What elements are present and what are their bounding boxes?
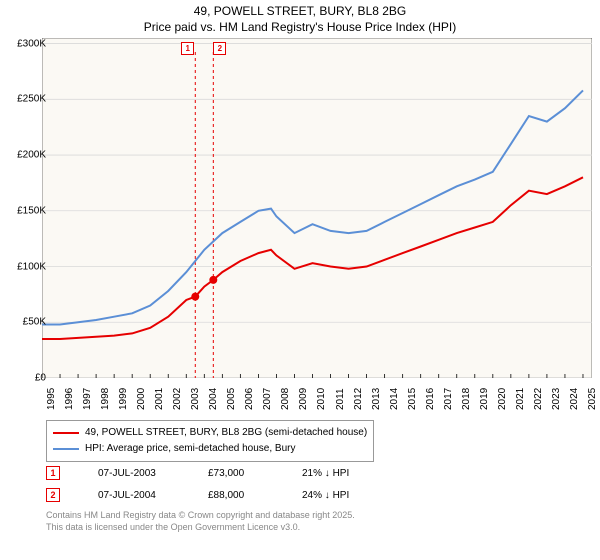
legend-label: 49, POWELL STREET, BURY, BL8 2BG (semi-d… [85, 425, 367, 441]
x-tick-label: 2022 [533, 388, 544, 410]
legend-swatch [53, 448, 79, 450]
plot-svg [42, 38, 592, 378]
annotation-marker: 2 [46, 488, 60, 502]
sale-marker-2: 2 [213, 42, 226, 55]
x-tick-label: 2009 [298, 388, 309, 410]
plot-area [42, 38, 592, 378]
x-tick-label: 2007 [262, 388, 273, 410]
x-tick-label: 2015 [407, 388, 418, 410]
y-tick-label: £250K [17, 94, 46, 105]
legend-swatch [53, 432, 79, 434]
legend-row: HPI: Average price, semi-detached house,… [53, 441, 367, 457]
footer-line1: Contains HM Land Registry data © Crown c… [46, 510, 355, 522]
legend-label: HPI: Average price, semi-detached house,… [85, 441, 295, 457]
annotation-date: 07-JUL-2003 [98, 468, 170, 479]
annotation-row: 1 07-JUL-2003 £73,000 21% ↓ HPI [46, 462, 382, 484]
annotation-delta: 24% ↓ HPI [302, 490, 382, 501]
x-tick-label: 2024 [569, 388, 580, 410]
legend-row: 49, POWELL STREET, BURY, BL8 2BG (semi-d… [53, 425, 367, 441]
annotation-delta: 21% ↓ HPI [302, 468, 382, 479]
y-tick-label: £50K [23, 317, 46, 328]
x-tick-label: 2005 [226, 388, 237, 410]
x-tick-label: 2012 [353, 388, 364, 410]
chart-title: 49, POWELL STREET, BURY, BL8 2BG Price p… [0, 0, 600, 35]
annotation-date: 07-JUL-2004 [98, 490, 170, 501]
x-tick-label: 2010 [316, 388, 327, 410]
y-tick-label: £100K [17, 261, 46, 272]
x-tick-label: 2000 [136, 388, 147, 410]
x-tick-label: 1995 [46, 388, 57, 410]
x-tick-label: 2019 [479, 388, 490, 410]
legend: 49, POWELL STREET, BURY, BL8 2BG (semi-d… [46, 420, 374, 462]
footer-line2: This data is licensed under the Open Gov… [46, 522, 355, 534]
x-tick-label: 2002 [172, 388, 183, 410]
title-line2: Price paid vs. HM Land Registry's House … [0, 20, 600, 36]
x-tick-label: 2023 [551, 388, 562, 410]
title-line1: 49, POWELL STREET, BURY, BL8 2BG [0, 4, 600, 20]
x-tick-label: 1999 [118, 388, 129, 410]
x-tick-label: 2008 [280, 388, 291, 410]
x-tick-label: 2014 [389, 388, 400, 410]
x-tick-label: 2016 [425, 388, 436, 410]
x-tick-label: 2018 [461, 388, 472, 410]
x-tick-label: 1997 [82, 388, 93, 410]
annotation-row: 2 07-JUL-2004 £88,000 24% ↓ HPI [46, 484, 382, 506]
x-tick-label: 2011 [335, 388, 346, 410]
x-tick-label: 2025 [587, 388, 598, 410]
x-tick-label: 1998 [100, 388, 111, 410]
x-tick-label: 1996 [64, 388, 75, 410]
chart-container: 49, POWELL STREET, BURY, BL8 2BG Price p… [0, 0, 600, 560]
x-tick-label: 2021 [515, 388, 526, 410]
x-tick-label: 2004 [208, 388, 219, 410]
footer: Contains HM Land Registry data © Crown c… [46, 510, 355, 533]
x-tick-label: 2006 [244, 388, 255, 410]
x-tick-label: 2017 [443, 388, 454, 410]
x-tick-label: 2013 [371, 388, 382, 410]
annotation-price: £73,000 [208, 468, 264, 479]
sale-marker-1: 1 [181, 42, 194, 55]
x-tick-label: 2003 [190, 388, 201, 410]
y-tick-label: £300K [17, 38, 46, 49]
y-tick-label: £200K [17, 150, 46, 161]
x-tick-label: 2001 [154, 388, 165, 410]
annotation-table: 1 07-JUL-2003 £73,000 21% ↓ HPI 2 07-JUL-2004… [46, 462, 382, 506]
x-tick-label: 2020 [497, 388, 508, 410]
annotation-price: £88,000 [208, 490, 264, 501]
annotation-marker: 1 [46, 466, 60, 480]
y-tick-label: £150K [17, 205, 46, 216]
y-tick-label: £0 [35, 373, 46, 384]
